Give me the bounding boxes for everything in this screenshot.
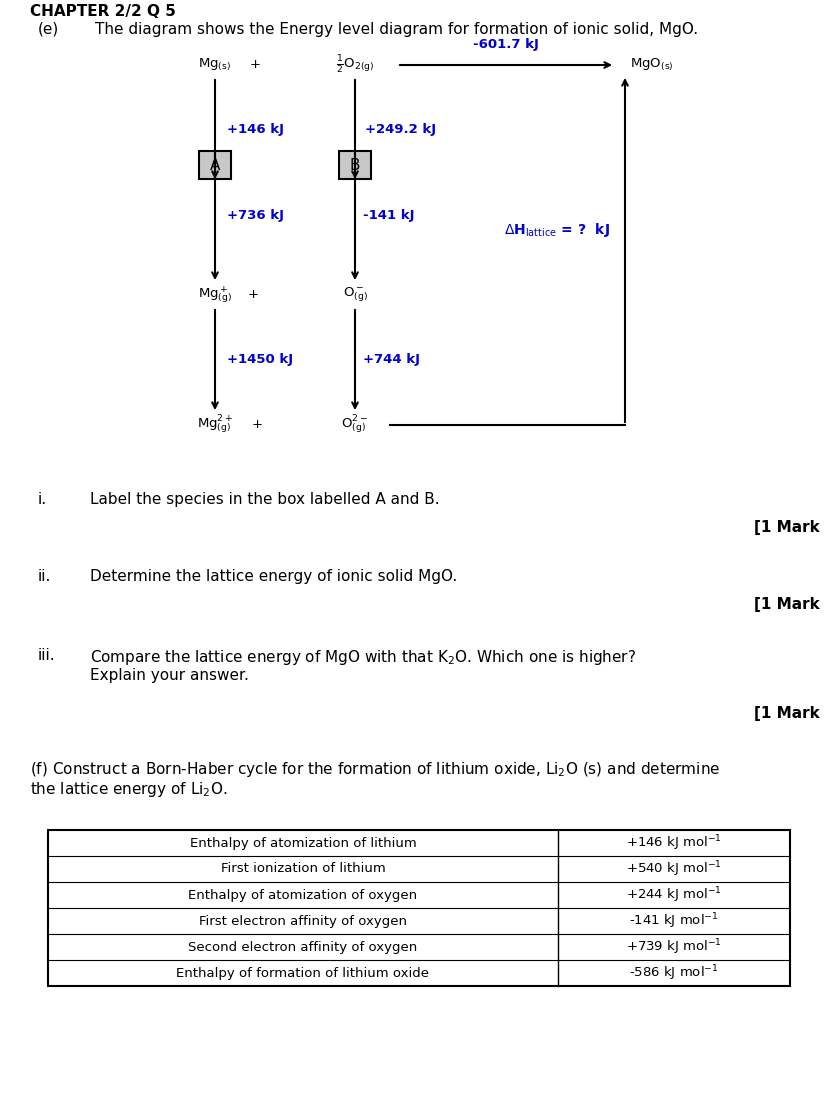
Bar xyxy=(48,830,790,986)
Text: +540 kJ mol$^{-1}$: +540 kJ mol$^{-1}$ xyxy=(626,859,722,879)
Text: First ionization of lithium: First ionization of lithium xyxy=(221,862,385,875)
Text: -601.7 kJ: -601.7 kJ xyxy=(473,39,539,51)
Text: First electron affinity of oxygen: First electron affinity of oxygen xyxy=(199,915,407,927)
Text: Second electron affinity of oxygen: Second electron affinity of oxygen xyxy=(188,940,418,953)
Text: +249.2 kJ: +249.2 kJ xyxy=(365,123,436,137)
Text: Mg$^{2+}_{\rm (g)}$: Mg$^{2+}_{\rm (g)}$ xyxy=(197,414,234,436)
Text: $\frac{1}{2}$O$_{\rm 2(g)}$: $\frac{1}{2}$O$_{\rm 2(g)}$ xyxy=(336,54,374,76)
Text: O$^{2-}_{\rm (g)}$: O$^{2-}_{\rm (g)}$ xyxy=(341,414,369,436)
Text: ii.: ii. xyxy=(38,569,52,584)
Text: Enthalpy of atomization of oxygen: Enthalpy of atomization of oxygen xyxy=(188,889,418,902)
Text: +: + xyxy=(249,58,260,72)
Text: [1 Mark: [1 Mark xyxy=(754,520,820,535)
Text: +146 kJ: +146 kJ xyxy=(227,123,284,137)
Text: Enthalpy of formation of lithium oxide: Enthalpy of formation of lithium oxide xyxy=(177,967,430,980)
Text: +744 kJ: +744 kJ xyxy=(363,353,420,367)
Text: +244 kJ mol$^{-1}$: +244 kJ mol$^{-1}$ xyxy=(626,885,722,905)
Text: -586 kJ mol$^{-1}$: -586 kJ mol$^{-1}$ xyxy=(629,963,719,983)
Text: Enthalpy of atomization of lithium: Enthalpy of atomization of lithium xyxy=(189,837,416,850)
Text: O$^-_{\rm (g)}$: O$^-_{\rm (g)}$ xyxy=(343,286,368,304)
Text: +736 kJ: +736 kJ xyxy=(227,209,284,222)
Text: (f) Construct a Born-Haber cycle for the formation of lithium oxide, Li$_2$O (s): (f) Construct a Born-Haber cycle for the… xyxy=(30,760,721,780)
Text: B: B xyxy=(349,157,360,173)
Text: +: + xyxy=(252,418,263,432)
Text: +1450 kJ: +1450 kJ xyxy=(227,353,293,367)
Text: A: A xyxy=(210,157,220,173)
Text: (e): (e) xyxy=(38,22,59,37)
Text: +146 kJ mol$^{-1}$: +146 kJ mol$^{-1}$ xyxy=(626,833,722,853)
Text: CHAPTER 2/2 Q 5: CHAPTER 2/2 Q 5 xyxy=(30,4,176,19)
Text: Compare the lattice energy of MgO with that K$_2$O. Which one is higher?: Compare the lattice energy of MgO with t… xyxy=(90,648,636,667)
Text: [1 Mark: [1 Mark xyxy=(754,706,820,721)
Text: Label the species in the box labelled A and B.: Label the species in the box labelled A … xyxy=(90,492,440,506)
Text: $\Delta$H$_{\rm lattice}$ = ?  kJ: $\Delta$H$_{\rm lattice}$ = ? kJ xyxy=(504,221,610,239)
Text: the lattice energy of Li$_2$O.: the lattice energy of Li$_2$O. xyxy=(30,780,228,799)
Text: +: + xyxy=(248,288,259,302)
Text: Determine the lattice energy of ionic solid MgO.: Determine the lattice energy of ionic so… xyxy=(90,569,457,584)
Text: iii.: iii. xyxy=(38,648,56,663)
Text: MgO$_{\rm (s)}$: MgO$_{\rm (s)}$ xyxy=(630,57,674,73)
Text: [1 Mark: [1 Mark xyxy=(754,597,820,612)
Text: -141 kJ mol$^{-1}$: -141 kJ mol$^{-1}$ xyxy=(629,912,719,930)
Text: Mg$^+_{\rm (g)}$: Mg$^+_{\rm (g)}$ xyxy=(198,284,232,305)
Bar xyxy=(339,151,371,179)
Text: i.: i. xyxy=(38,492,48,506)
Text: -141 kJ: -141 kJ xyxy=(363,209,414,222)
Text: The diagram shows the Energy level diagram for formation of ionic solid, MgO.: The diagram shows the Energy level diagr… xyxy=(95,22,698,37)
Text: Explain your answer.: Explain your answer. xyxy=(90,668,249,683)
Text: +739 kJ mol$^{-1}$: +739 kJ mol$^{-1}$ xyxy=(626,937,722,957)
Bar xyxy=(199,151,231,179)
Text: Mg$_{\rm (s)}$: Mg$_{\rm (s)}$ xyxy=(198,57,232,73)
